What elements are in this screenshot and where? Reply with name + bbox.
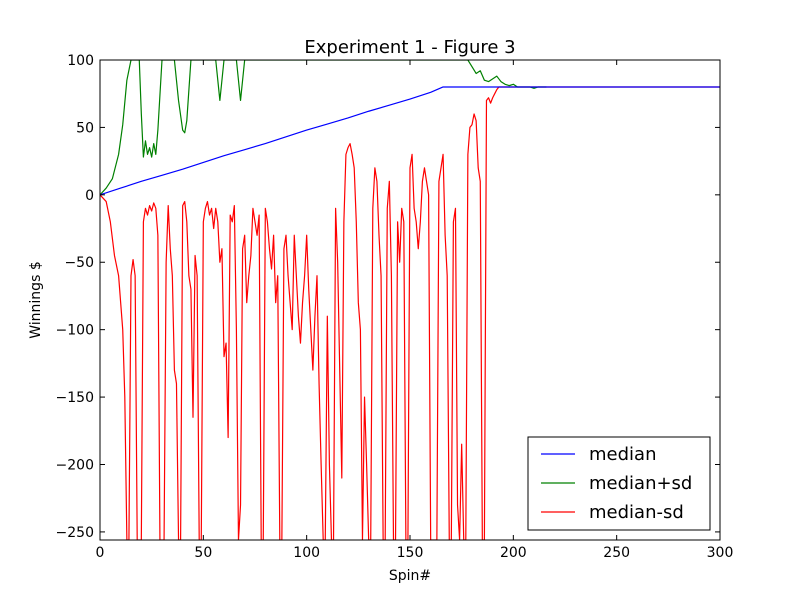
y-tick-label: −150 bbox=[56, 390, 94, 406]
legend: median median+sd median-sd bbox=[527, 436, 711, 531]
x-tick-label: 50 bbox=[194, 545, 212, 561]
series-layer bbox=[100, 60, 720, 540]
y-tick-label: 100 bbox=[67, 53, 94, 69]
x-tick-label: 100 bbox=[293, 545, 320, 561]
series-line-median-sd bbox=[100, 60, 547, 196]
y-tick-label: 50 bbox=[76, 120, 94, 136]
legend-entries: median median+sd median-sd bbox=[541, 444, 692, 523]
y-tick-label: −200 bbox=[56, 457, 94, 473]
x-tick-label: 300 bbox=[707, 545, 734, 561]
series-line-median-sd bbox=[100, 86, 720, 540]
y-tick-label: −100 bbox=[56, 323, 94, 339]
y-tick-label: −250 bbox=[56, 525, 94, 541]
chart-title: Experiment 1 - Figure 3 bbox=[304, 37, 515, 58]
ticks-layer: 0 50 100 150 200 250 300 −250 −200 −150 −100 −50 0 50… bbox=[56, 53, 734, 561]
x-tick-label: 150 bbox=[397, 545, 424, 561]
legend-label: median-sd bbox=[589, 502, 684, 523]
x-tick-label: 250 bbox=[603, 545, 630, 561]
y-tick-label: 0 bbox=[85, 188, 94, 204]
x-axis-label: Spin# bbox=[389, 568, 431, 584]
series-line-median bbox=[100, 86, 720, 196]
plot-frame bbox=[99, 59, 721, 541]
x-tick-label: 200 bbox=[500, 545, 527, 561]
legend-label: median+sd bbox=[589, 473, 692, 494]
legend-label: median bbox=[589, 444, 656, 465]
y-tick-label: −50 bbox=[64, 255, 94, 271]
y-axis-label: Winnings $ bbox=[28, 261, 44, 338]
x-tick-label: 0 bbox=[96, 545, 105, 561]
